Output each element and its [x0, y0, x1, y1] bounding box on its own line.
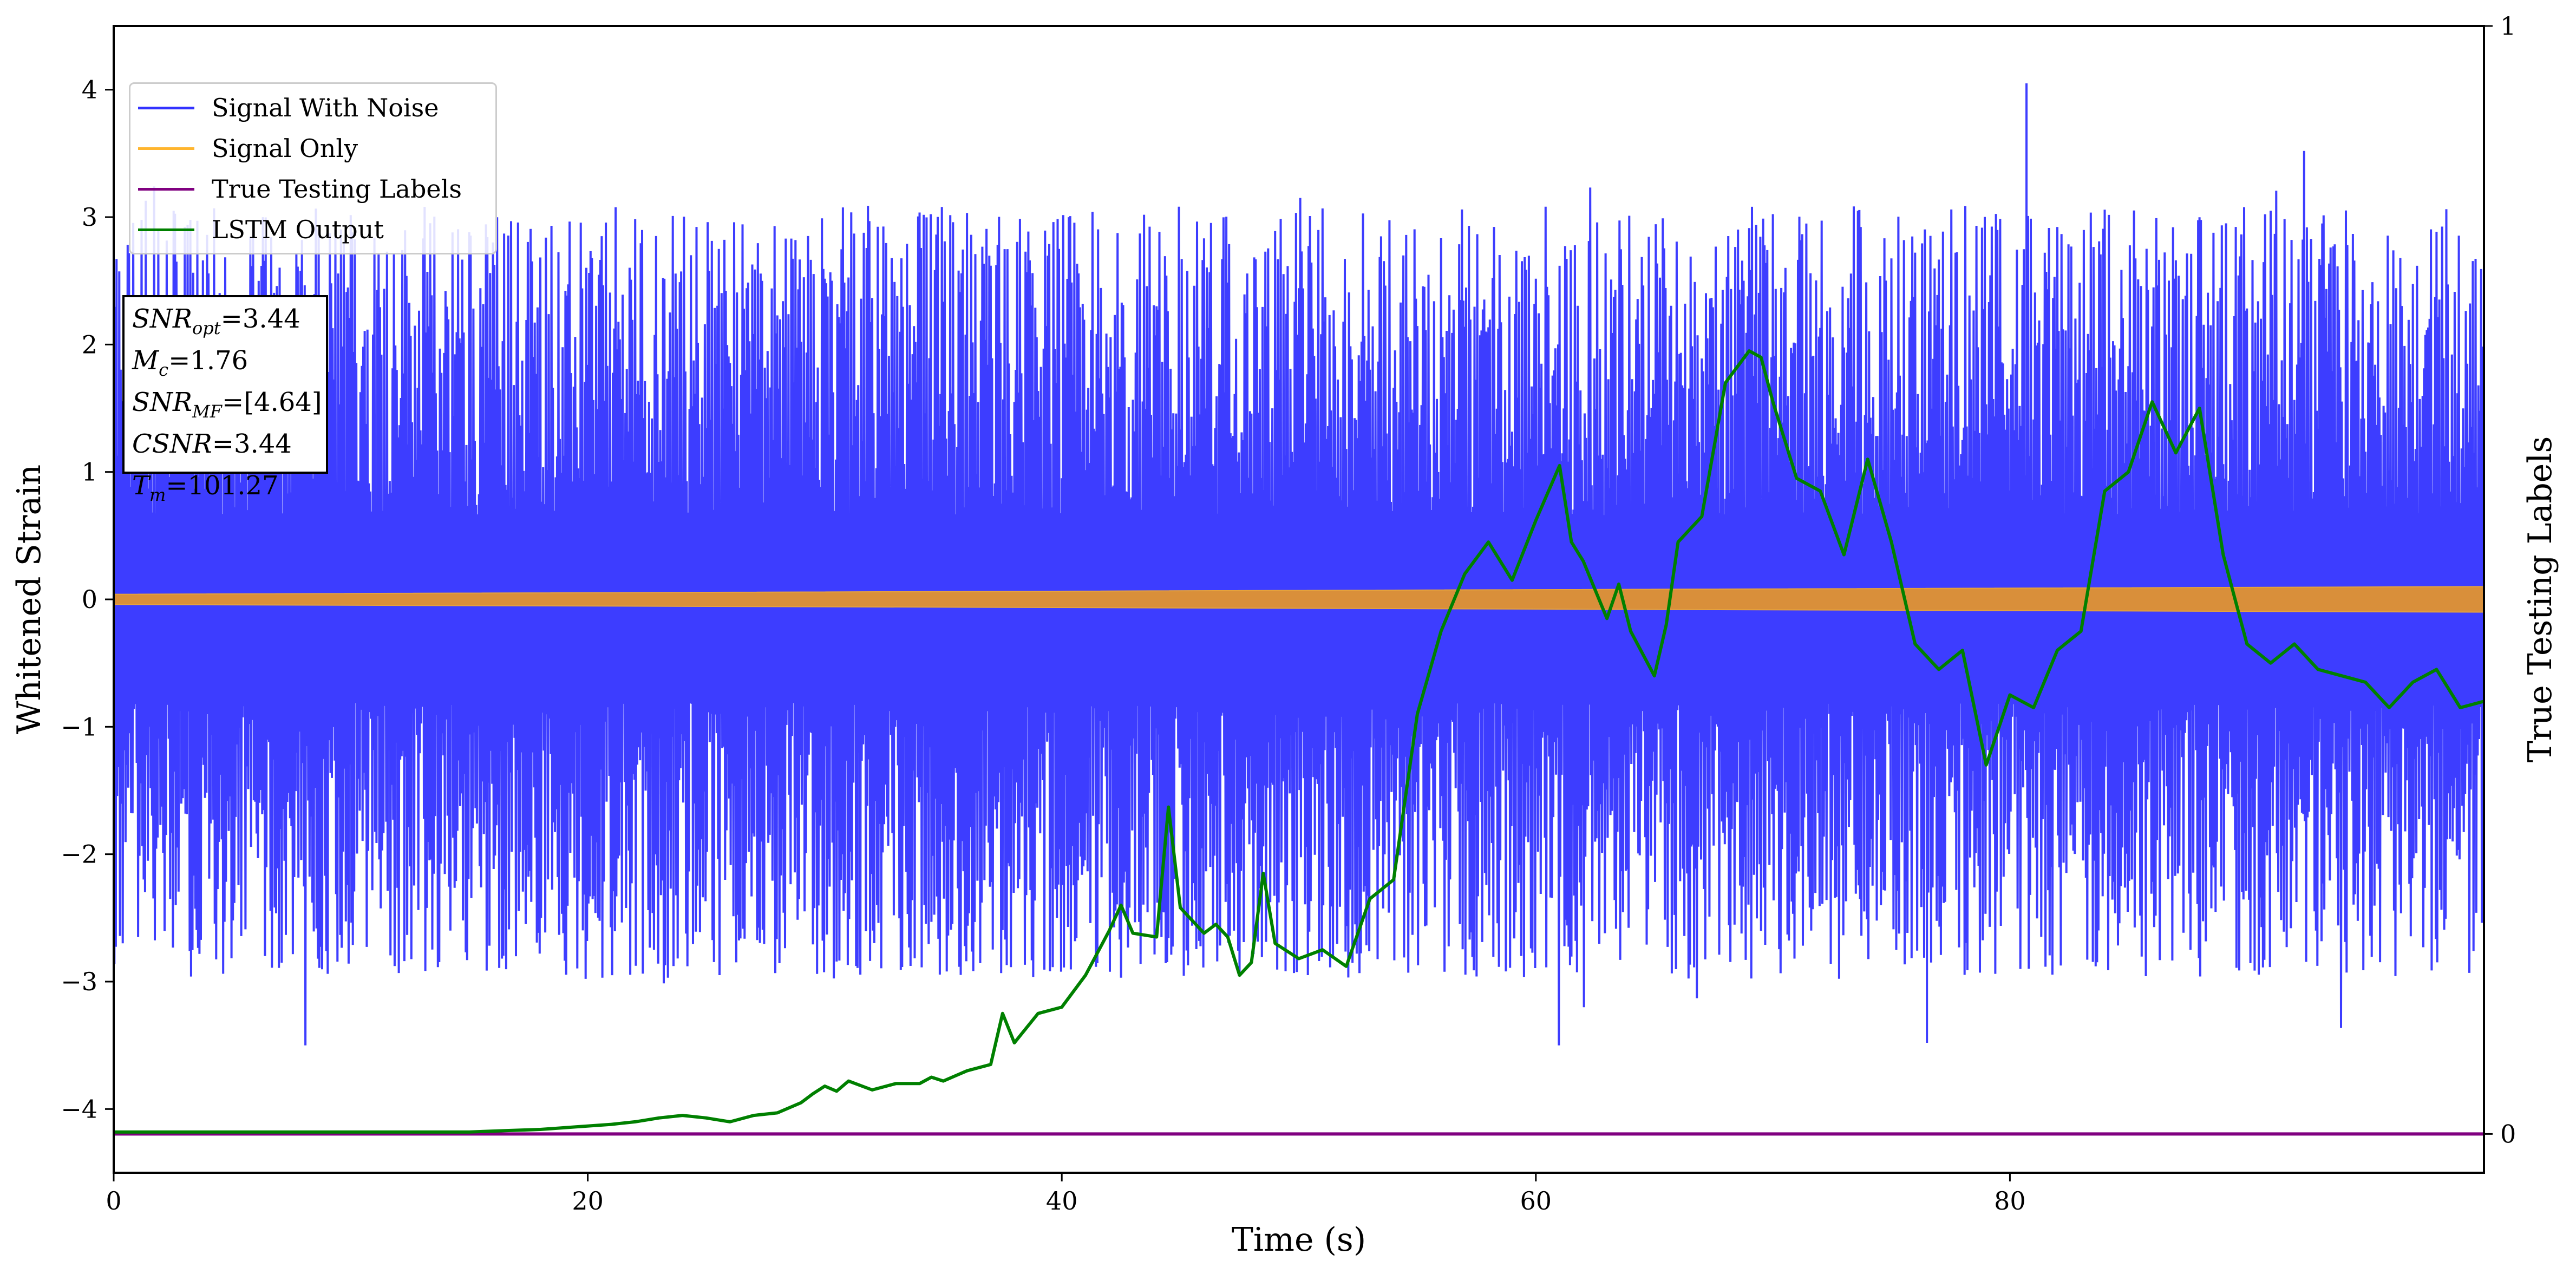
y-tick-label: 1	[82, 458, 97, 487]
series-signal-only	[114, 586, 2484, 613]
x-axis-label: Time (s)	[1232, 1221, 1366, 1259]
annotation-merger-time: Tm=101.27	[132, 471, 279, 505]
annotation-box: SNRopt=3.44 Mc=1.76 SNRMF=[4.64] CSNR=3.…	[122, 295, 328, 505]
legend: Signal With Noise Signal Only True Testi…	[129, 82, 497, 254]
y-tick-label: 2	[82, 330, 97, 359]
legend-item-lstm-output: LSTM Output	[138, 213, 384, 246]
y-tick-label: 0	[82, 585, 97, 614]
y2-tick-label: 1	[2500, 11, 2516, 41]
x-tick-label: 40	[1046, 1186, 1078, 1216]
y-tick-label: 4	[82, 75, 97, 104]
annotation-snr-mf: SNRMF=[4.64]	[132, 387, 322, 422]
x-tick-label: 20	[572, 1186, 604, 1216]
legend-label-signal-with-noise: Signal With Noise	[212, 93, 439, 122]
legend-swatch-lstm-output	[138, 228, 194, 231]
legend-swatch-signal-only	[138, 147, 194, 150]
y-tick-label: −1	[61, 712, 97, 741]
annotation-csnr: CSNR=3.44	[132, 429, 292, 459]
series-signal-with-noise	[114, 83, 2484, 1046]
x-tick-label: 80	[1994, 1186, 2026, 1216]
annotation-chirp-mass: Mc=1.76	[132, 345, 249, 380]
legend-swatch-signal-with-noise	[138, 106, 194, 109]
y-tick-label: −3	[61, 967, 97, 996]
series-lstm-output	[114, 349, 2484, 1134]
series-layer	[114, 83, 2484, 1136]
x-tick-label: 60	[1520, 1186, 1552, 1216]
y-tick-label: 3	[82, 202, 97, 232]
legend-item-signal-with-noise: Signal With Noise	[138, 92, 439, 124]
y-axis-ticks: −4 −3 −2 −1 0 1 2 3 4	[61, 75, 114, 1123]
x-tick-label: 0	[106, 1186, 121, 1216]
y2-tick-label: 0	[2500, 1119, 2516, 1148]
legend-item-true-testing-labels: True Testing Labels	[138, 173, 462, 205]
x-axis-ticks: 0 20 40 60 80	[106, 1173, 2026, 1216]
legend-label-true-testing-labels: True Testing Labels	[212, 174, 462, 204]
legend-label-lstm-output: LSTM Output	[212, 215, 384, 244]
y-axis-label: Whitened Strain	[10, 465, 48, 734]
annotation-snr-opt: SNRopt=3.44	[132, 304, 300, 338]
y2-axis-label: True Testing Labels	[2521, 436, 2559, 763]
legend-item-signal-only: Signal Only	[138, 132, 358, 165]
legend-label-signal-only: Signal Only	[212, 134, 358, 163]
legend-swatch-true-testing-labels	[138, 187, 194, 191]
y-tick-label: −2	[61, 840, 97, 869]
y2-axis-ticks: 01	[2484, 11, 2516, 1148]
y-tick-label: −4	[61, 1094, 97, 1123]
